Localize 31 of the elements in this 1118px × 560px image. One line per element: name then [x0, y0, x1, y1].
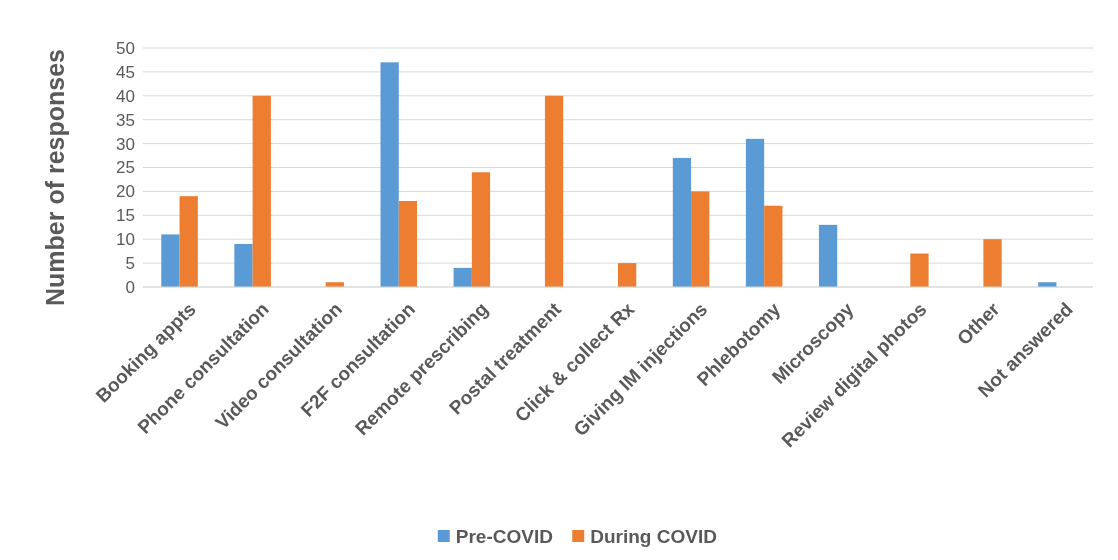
bar [983, 239, 1002, 287]
y-axis-title: Number of responses [41, 48, 69, 307]
y-tick-label: 10 [116, 230, 135, 250]
y-tick-label: 35 [116, 110, 135, 130]
bar [691, 191, 710, 287]
y-tick-label: 25 [116, 158, 135, 178]
bar [618, 263, 637, 287]
legend-label: During COVID [590, 525, 717, 547]
bar [252, 95, 271, 287]
bar [745, 138, 765, 287]
bar [398, 200, 418, 287]
bar [179, 196, 198, 287]
y-tick-label: 40 [116, 86, 135, 106]
bar [764, 205, 783, 287]
y-tick-label: 20 [116, 182, 135, 202]
bar [544, 95, 564, 287]
bar [471, 172, 491, 287]
y-tick-label: 50 [116, 38, 135, 58]
bar [161, 234, 180, 287]
y-tick-label: 45 [116, 62, 135, 82]
bar [380, 62, 399, 287]
bar [672, 157, 692, 287]
bar [910, 253, 929, 287]
y-tick-label: 30 [116, 134, 135, 154]
bar [818, 224, 838, 287]
bar [234, 243, 253, 287]
y-tick-label: 0 [125, 277, 135, 297]
y-tick-label: 5 [125, 254, 135, 274]
bar [453, 267, 472, 287]
y-tick-label: 15 [116, 206, 135, 226]
legend-label: Pre-COVID [455, 525, 553, 547]
